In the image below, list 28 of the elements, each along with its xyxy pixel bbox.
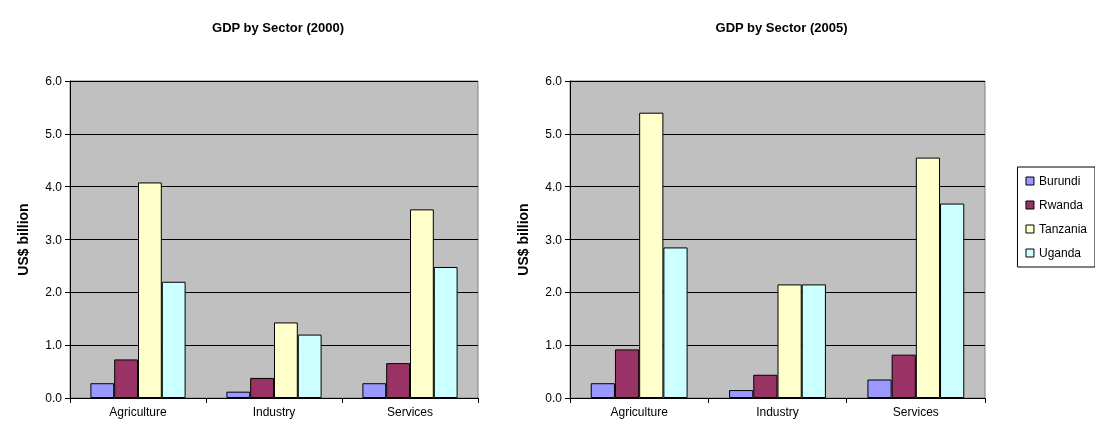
x-tick-label: Industry [756,405,799,419]
y-tick-label: 4.0 [45,179,63,194]
y-axis-title: US$ billion [515,203,531,276]
legend-label: Burundi [1038,174,1081,188]
y-tick-label: 1.0 [45,338,63,353]
y-tick-label: 2.0 [45,285,63,300]
x-tick-label: Services [386,405,434,419]
y-tick-label: 0.0 [45,391,63,405]
x-tick-label: Agriculture [109,405,167,419]
y-tick-label: 4.0 [545,179,563,194]
y-tick-label: 6.0 [545,74,563,88]
y-tick-label: 3.0 [545,232,563,247]
y-tick-label: 2.0 [545,285,563,300]
y-tick-label: 5.0 [45,126,63,141]
y-axis-title: US$ billion [15,203,31,276]
chart-title: GDP by Sector (2000) [212,20,344,35]
chart-title: GDP by Sector (2005) [715,20,848,35]
y-tick-label: 6.0 [45,74,63,88]
legend-label: Uganda [1038,246,1082,260]
y-tick-label: 0.0 [545,391,563,405]
y-tick-label: 3.0 [45,232,63,247]
legend-label: Rwanda [1038,198,1084,212]
x-tick-label: Services [892,405,939,419]
legend-label: Tanzania [1038,222,1088,236]
y-tick-label: 5.0 [545,126,563,141]
y-tick-label: 1.0 [545,338,563,353]
x-tick-label: Agriculture [610,405,669,419]
x-tick-label: Industry [252,405,296,419]
